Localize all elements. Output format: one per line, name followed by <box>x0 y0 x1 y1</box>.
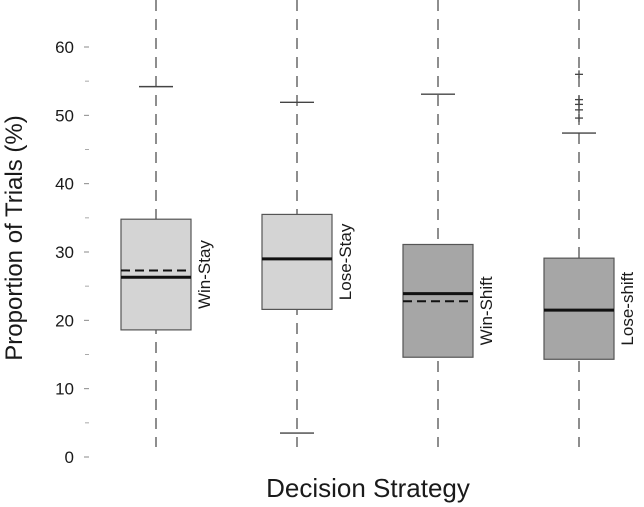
outlier-point <box>575 95 583 104</box>
category-label: Win-Shift <box>477 276 496 345</box>
outlier-point <box>575 70 583 79</box>
y-tick-label: 0 <box>65 448 74 467</box>
y-tick-label: 20 <box>55 311 74 330</box>
outlier-point <box>575 114 583 123</box>
box-win-shift: Win-Shift <box>402 0 496 447</box>
boxes: Win-Stay Lose-Stay Win-Shift Lose-shift <box>120 0 637 447</box>
y-tick-label: 30 <box>55 243 74 262</box>
y-axis: 0 10 20 30 40 50 60 <box>55 38 89 467</box>
box-lose-shift: Lose-shift <box>543 0 637 447</box>
box-iqr <box>261 213 333 311</box>
box-win-stay: Win-Stay <box>120 0 214 447</box>
y-axis-label: Proportion of Trials (%) <box>1 115 28 360</box>
category-label: Lose-Stay <box>336 223 355 300</box>
y-tick-label: 50 <box>55 106 74 125</box>
box-iqr <box>120 218 192 331</box>
category-label: Win-Stay <box>195 240 214 309</box>
y-tick-label: 60 <box>55 38 74 57</box>
category-label: Lose-shift <box>618 272 637 346</box>
y-tick-label: 10 <box>55 380 74 399</box>
box-lose-stay: Lose-Stay <box>261 0 355 447</box>
x-axis-label: Decision Strategy <box>266 473 470 503</box>
y-tick-label: 40 <box>55 175 74 194</box>
